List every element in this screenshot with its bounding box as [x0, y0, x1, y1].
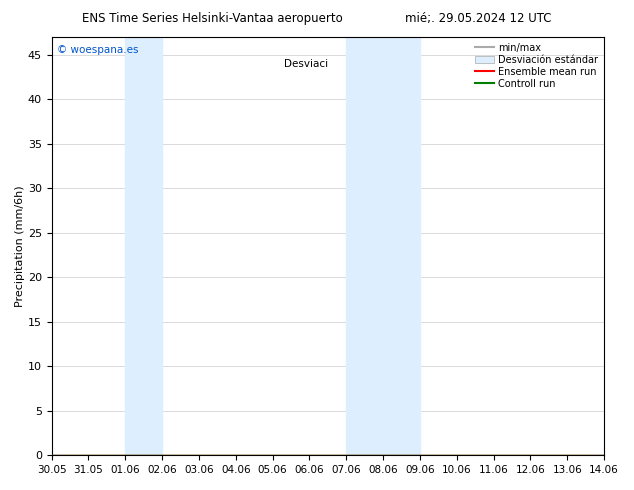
Text: mié;. 29.05.2024 12 UTC: mié;. 29.05.2024 12 UTC — [405, 12, 552, 25]
Bar — [126, 37, 162, 455]
Y-axis label: Precipitation (mm/6h): Precipitation (mm/6h) — [15, 185, 25, 307]
Text: © woespana.es: © woespana.es — [57, 46, 139, 55]
Legend: min/max, Desviación estándar, Ensemble mean run, Controll run: min/max, Desviación estándar, Ensemble m… — [472, 40, 601, 92]
Text: Desviaci: Desviaci — [284, 59, 328, 69]
Text: ENS Time Series Helsinki-Vantaa aeropuerto: ENS Time Series Helsinki-Vantaa aeropuer… — [82, 12, 343, 25]
Bar — [346, 37, 420, 455]
